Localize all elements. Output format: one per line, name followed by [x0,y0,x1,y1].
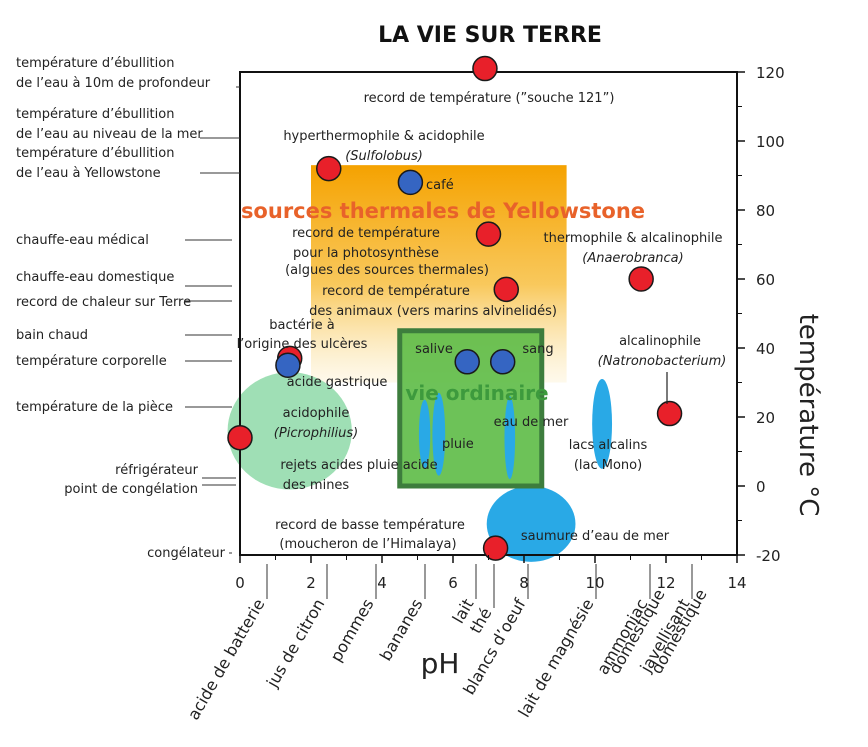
y-tick-label-40: 40 [756,340,775,358]
region-rain-2 [418,399,431,469]
point-1 [472,55,498,82]
label-sulfolobus-1: hyperthermophile & acidophile [283,129,484,144]
x-tick-label-6: 6 [448,574,458,592]
regions [227,165,613,562]
left-annotation-2: température d’ébullition [16,107,174,122]
region-label-acid-mine-1: rejets acides pluie acide [280,458,437,473]
point-8 [275,352,301,378]
region-label-rain: pluie [442,437,474,452]
label-natronobacterium-1: alcalinophile [619,334,701,349]
label-ulcer-2: l’origine des ulcères [237,337,368,352]
region-seawater-brine [486,486,576,562]
y-tick-label-0: 0 [756,478,766,496]
region-label-acid-mine-2: des mines [283,478,350,493]
label-himalaya-1: record de basse température [275,518,465,533]
x-tick-label-10: 10 [585,574,604,592]
left-annotation-8: température corporelle [16,354,167,369]
point-5 [493,276,519,303]
region-label-mono-lake: (lac Mono) [574,458,642,473]
point-labels: record de température (”souche 121”) hype… [237,91,727,552]
label-animals-1: record de température [322,284,470,299]
label-sulfolobus-2: (Sulfolobus) [345,149,423,164]
y-tick-label-60: 60 [756,271,775,289]
left-annotations: température d’ébullition de l’eau à 10m d… [16,56,240,561]
region-rain [432,392,446,476]
left-annotation-1: température d’ébullition [16,56,174,71]
point-3 [397,169,424,196]
y-tick-label--20: -20 [756,547,781,565]
left-annotation-4: chauffe-eau médical [16,233,149,248]
bottom-annotation-2: jus de citron [262,596,328,692]
x-tick-label-2: 2 [306,574,316,592]
y-tick-label-120: 120 [756,64,785,82]
left-annotation-6: record de chaleur sur Terre [16,295,191,310]
y-axis-label: température °C [793,314,823,517]
region-label-picrophilius: (Picrophilius) [274,426,358,441]
y-tick-label-80: 80 [756,202,775,220]
label-himalaya-2: (moucheron de l’Himalaya) [279,537,456,552]
chart-title: LA VIE SUR TERRE [378,23,602,48]
point-4 [475,221,502,247]
point-13 [482,535,509,561]
x-tick-label-4: 4 [377,574,387,592]
bottom-annotation-8: lait de magnésie [514,596,597,721]
region-alkaline-lakes [592,379,613,469]
points [227,55,683,561]
left-annotation-12: congélateur [147,546,226,561]
region-seawater [504,396,516,480]
y-tick-label-20: 20 [756,409,775,427]
left-annotation-11: point de congélation [64,482,198,497]
label-natronobacterium-2: (Natronobacterium) [598,354,727,369]
left-annotation-5: chauffe-eau domestique [16,270,174,285]
left-annotation-7: bain chaud [16,328,88,343]
axes: 0 2 4 6 8 10 12 14 -20 0 20 40 60 80 100 120 [235,64,784,592]
point-6 [628,266,654,292]
label-ulcer-1: bactérie à [269,318,335,333]
left-annotation-2-b: de l’eau au niveau de la mer [16,127,203,142]
left-annotation-3-b: de l’eau à Yellowstone [16,166,161,181]
label-photosynthesis-2: pour la photosynthèse [293,246,439,261]
label-photosynthesis-1: record de température [292,226,440,241]
label-record-121: record de température (”souche 121”) [364,91,615,106]
left-annotation-9: température de la pièce [16,400,173,415]
point-10 [489,349,516,375]
point-2 [316,155,342,182]
y-tick-label-100: 100 [756,133,785,151]
bottom-annotation-3: pommes [326,596,377,666]
point-9 [454,349,480,375]
label-animals-2: des animaux (vers marins alvinelidés) [309,304,557,319]
bottom-annotation-4: bananes [376,596,427,665]
point-11 [656,400,683,427]
label-blood: sang [522,342,553,357]
x-tick-label-8: 8 [519,574,529,592]
label-saliva: salive [415,342,453,357]
x-tick-label-0: 0 [235,574,245,592]
left-annotation-1-b: de l’eau à 10m de profondeur [16,76,211,91]
region-label-brine: saumure d’eau de mer [521,529,670,544]
bottom-annotation-1: acide de batterie [184,596,269,724]
region-acidophile [227,372,352,490]
region-labels: sources thermales de Yellowstone vie ordi… [241,199,670,544]
region-label-alkaline-lakes: lacs alcalins [569,438,648,453]
region-label-acidophile: acidophile [283,406,350,421]
point-12 [227,424,253,451]
label-photosynthesis-3: (algues des sources thermales) [285,263,489,278]
x-tick-label-14: 14 [727,574,746,592]
label-anaerobranca-2: (Anaerobranca) [582,251,683,266]
label-gastric: acide gastrique [287,375,388,390]
x-tick-label-12: 12 [656,574,675,592]
x-axis-label: pH [421,647,460,680]
region-label-ordinary-life: vie ordinaire [405,381,548,405]
region-label-seawater: eau de mer [494,415,569,430]
label-anaerobranca-1: thermophile & alcalinophile [543,231,722,246]
left-annotation-3: température d’ébullition [16,146,174,161]
region-label-hot-springs: sources thermales de Yellowstone [241,199,645,223]
left-annotation-10: réfrigérateur [115,463,198,478]
label-cafe: café [426,178,454,193]
